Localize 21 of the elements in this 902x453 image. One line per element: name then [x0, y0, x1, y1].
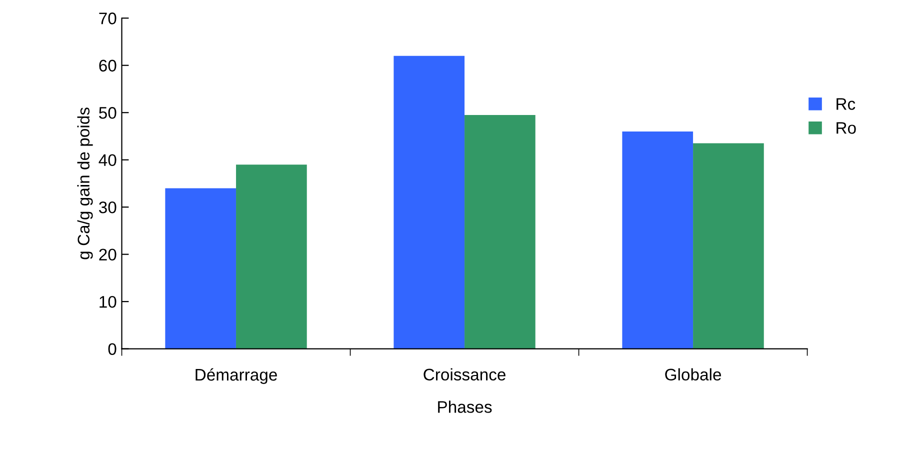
y-tick-label: 40 [98, 154, 116, 166]
y-tick-label: 30 [99, 201, 116, 214]
y-tick-label: 70 [99, 12, 116, 24]
bar [165, 188, 236, 349]
bar [464, 114, 536, 349]
bar [236, 164, 307, 349]
x-axis-title: Phases [438, 400, 492, 413]
legend-label: Ro [836, 122, 856, 134]
y-tick-label: 10 [100, 296, 116, 308]
x-tick-label: Globale [665, 368, 722, 380]
x-tick-label: Démarrage [196, 368, 277, 384]
y-tick-label: 60 [99, 60, 116, 72]
x-tick-label: Croissance [424, 368, 506, 380]
bar [622, 132, 694, 349]
y-tick-label: 0 [108, 343, 116, 356]
y-tick-label: 20 [99, 248, 116, 261]
legend-label: Rc [836, 98, 856, 110]
y-tick-label: 50 [99, 107, 116, 119]
bar [394, 56, 465, 349]
y-axis-title: g Ca/g gain de poids [77, 108, 93, 260]
bar [693, 143, 764, 349]
